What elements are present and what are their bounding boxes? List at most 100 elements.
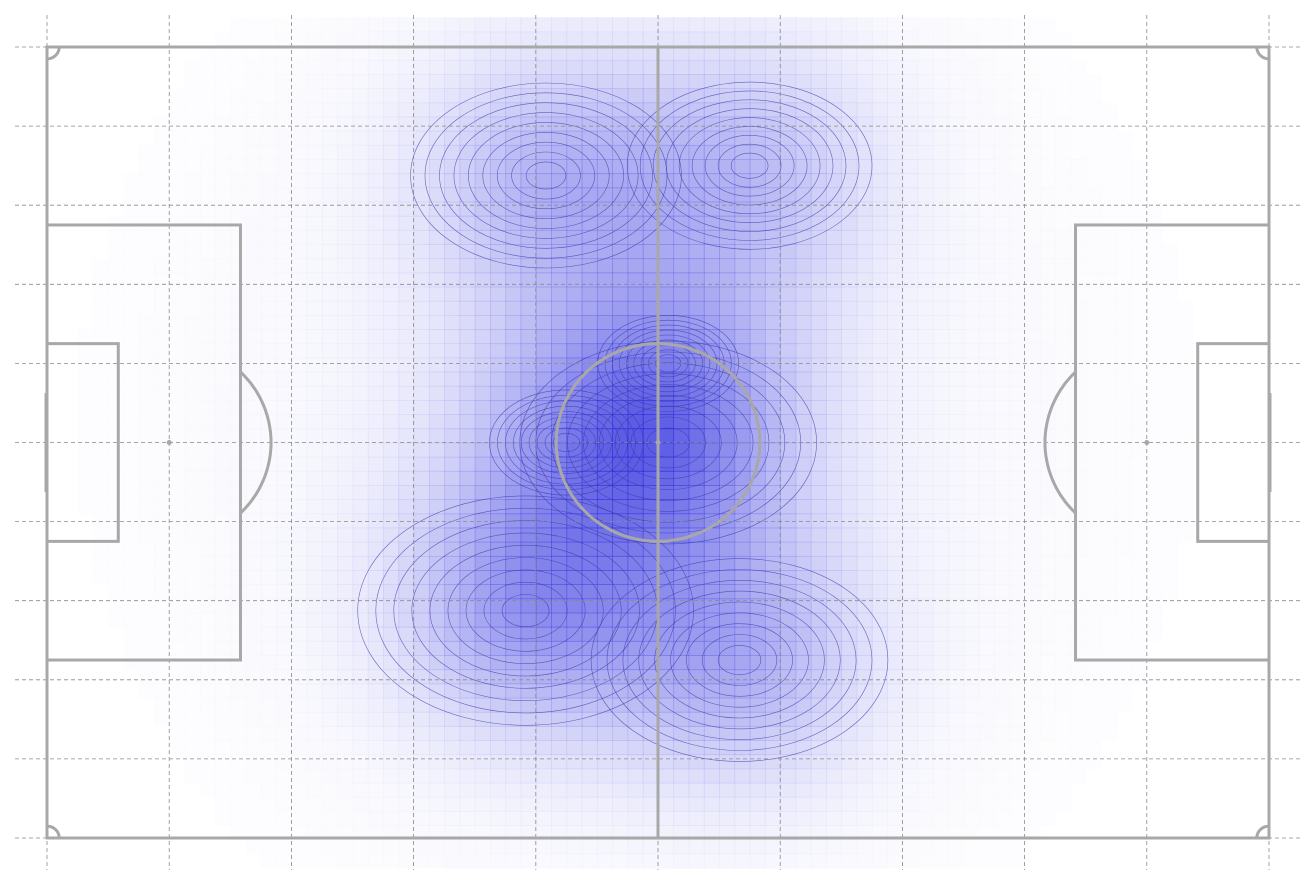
heat-cell: [383, 74, 400, 89]
heat-cell: [1070, 527, 1087, 543]
heat-cell: [490, 485, 507, 500]
heat-cell: [199, 88, 216, 104]
heat-cell: [703, 839, 720, 855]
heat-cell: [444, 825, 461, 841]
heat-cell: [1116, 258, 1133, 274]
heat-cell: [1085, 655, 1102, 671]
heat-cell: [749, 527, 766, 543]
heat-cell: [734, 173, 751, 189]
heat-cell: [444, 640, 461, 656]
heat-cell: [428, 683, 445, 699]
heat-cell: [566, 825, 583, 841]
heat-cell: [688, 258, 705, 274]
heat-cell: [581, 683, 598, 699]
heat-cell: [276, 272, 293, 288]
heat-cell: [505, 811, 522, 826]
heat-cell: [444, 839, 461, 855]
heat-cell: [994, 499, 1011, 515]
heat-cell: [505, 598, 522, 614]
heat-cell: [1131, 669, 1148, 685]
heat-cell: [841, 640, 858, 656]
heat-cell: [581, 272, 598, 288]
heat-cell: [474, 513, 491, 529]
heat-cell: [459, 102, 476, 118]
heat-cell: [1146, 541, 1163, 557]
heat-cell: [764, 725, 781, 741]
heat-cell: [490, 740, 507, 756]
heat-cell: [505, 329, 522, 345]
heat-cell: [856, 17, 873, 33]
corner-arc-bottom-left: [46, 824, 61, 839]
heat-cell: [612, 428, 629, 444]
heat-cell: [826, 825, 843, 841]
heat-cell: [933, 485, 950, 500]
heat-cell: [535, 584, 552, 600]
heat-cell: [230, 711, 247, 727]
heat-cell: [306, 513, 323, 529]
heat-cell: [902, 315, 919, 330]
heat-cell: [291, 768, 308, 784]
heat-cell: [444, 711, 461, 727]
heat-cell: [352, 740, 369, 756]
heat-cell: [933, 499, 950, 515]
heat-cell: [581, 740, 598, 756]
heat-cell: [398, 102, 415, 118]
heat-cell: [841, 74, 858, 89]
heat-cell: [627, 853, 644, 869]
heat-cell: [1055, 640, 1072, 656]
heat-cell: [1070, 88, 1087, 104]
heat-cell: [1039, 442, 1056, 458]
heat-cell: [260, 244, 277, 260]
heat-cell: [887, 725, 904, 741]
heat-cell: [612, 88, 629, 104]
heat-cell: [1146, 371, 1163, 387]
heat-cell: [673, 428, 690, 444]
heat-cell: [994, 315, 1011, 330]
heat-cell: [1039, 428, 1056, 444]
heat-cell: [1085, 470, 1102, 486]
heat-cell: [321, 385, 338, 401]
heat-cell: [1085, 414, 1102, 430]
heat-cell: [887, 244, 904, 260]
heat-cell: [994, 513, 1011, 529]
heat-cell: [291, 853, 308, 869]
heat-cell: [383, 825, 400, 841]
heat-cell: [108, 584, 125, 600]
heat-cell: [459, 59, 476, 75]
heat-cell: [367, 711, 384, 727]
heat-cell: [856, 626, 873, 642]
heat-cell: [764, 17, 781, 33]
heat-cell: [933, 811, 950, 826]
heat-cell: [398, 343, 415, 359]
heat-cell: [520, 31, 537, 47]
heat-cell: [978, 740, 995, 756]
heat-cell: [1024, 244, 1041, 260]
heat-cell: [642, 442, 659, 458]
heat-cell: [734, 300, 751, 316]
heat-cell: [581, 527, 598, 543]
heat-cell: [749, 555, 766, 571]
heat-cell: [933, 201, 950, 217]
heat-cell: [764, 300, 781, 316]
heat-cell: [871, 102, 888, 118]
heat-cell: [321, 74, 338, 89]
heat-cell: [199, 74, 216, 89]
heat-cell: [948, 17, 965, 33]
heat-cell: [902, 782, 919, 798]
heat-cell: [688, 782, 705, 798]
heat-cell: [291, 229, 308, 245]
heat-cell: [92, 456, 109, 472]
heat-cell: [1085, 456, 1102, 472]
heat-cell: [276, 400, 293, 415]
heat-cell: [215, 244, 232, 260]
heat-cell: [841, 88, 858, 104]
heat-cell: [978, 17, 995, 33]
heat-cell: [337, 782, 354, 798]
heat-cell: [978, 201, 995, 217]
heat-cell: [1101, 130, 1118, 146]
heat-cell: [612, 329, 629, 345]
heat-cell: [917, 811, 934, 826]
heat-cell: [703, 541, 720, 557]
heat-cell: [490, 825, 507, 841]
heat-cell: [826, 116, 843, 132]
